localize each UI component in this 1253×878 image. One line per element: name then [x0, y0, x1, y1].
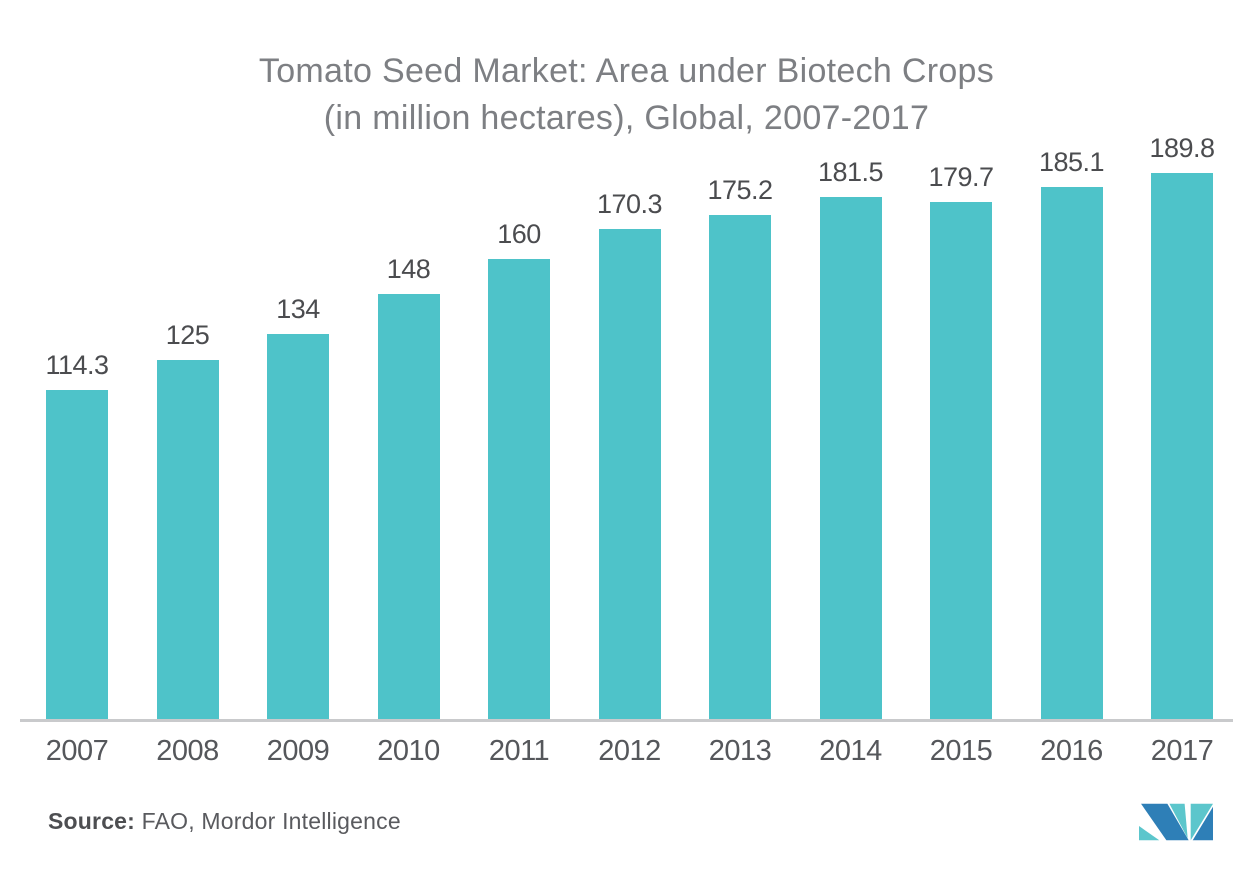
bar-value-label: 148 — [386, 253, 431, 284]
source-note: Source: FAO, Mordor Intelligence — [48, 808, 401, 835]
logo-middle-triangle — [1169, 803, 1188, 839]
x-axis-label: 2012 — [598, 735, 661, 767]
bar-group: 114.3 — [45, 350, 109, 719]
bar-value-label: 170.3 — [596, 189, 663, 220]
bar-value-label: 185.1 — [1038, 146, 1105, 177]
bar-value-label: 189.8 — [1149, 133, 1215, 164]
bar-value-label: 160 — [497, 219, 541, 249]
bar — [156, 359, 219, 719]
bar-value-label: 179.7 — [928, 162, 994, 193]
bar — [930, 202, 992, 719]
bar — [46, 390, 108, 719]
bar — [377, 293, 440, 719]
x-axis-label: 2010 — [377, 735, 440, 767]
bar-group: 189.8 — [1149, 133, 1215, 719]
x-axis-label: 2014 — [819, 735, 882, 767]
bar — [267, 333, 329, 719]
chart-title-line2: (in million hectares), Global, 2007-2017 — [323, 99, 930, 137]
bar-value-label: 125 — [165, 319, 210, 350]
bar-value-label: 114.3 — [45, 350, 109, 381]
bar-group: 148 — [377, 253, 440, 719]
chart-title-line1: Tomato Seed Market: Area under Biotech C… — [258, 52, 995, 90]
bar-group: 160 — [488, 219, 550, 719]
bar — [709, 215, 771, 719]
source-label: Source: — [48, 808, 136, 834]
logo-left-band — [1141, 803, 1189, 841]
bar-value-label: 175.2 — [707, 175, 773, 206]
bar — [819, 197, 882, 719]
bar-group: 175.2 — [707, 175, 773, 719]
bar — [598, 229, 661, 719]
x-axis-line — [20, 719, 1233, 722]
source-text: FAO, Mordor Intelligence — [135, 808, 401, 834]
bar — [1040, 186, 1103, 719]
bar-value-label: 134 — [276, 293, 320, 324]
bar-value-label: 181.5 — [817, 157, 884, 188]
x-axis-label: 2011 — [488, 735, 550, 767]
x-axis-label: 2009 — [266, 735, 330, 767]
bar-chart: 114.3 125 134 148 160 170.3 175.2 181.5 179.7 185… — [20, 131, 1233, 768]
bar-group: 170.3 — [596, 189, 663, 719]
bar — [1151, 173, 1213, 719]
plot-area: 114.3 125 134 148 160 170.3 175.2 181.5 179.7 185… — [20, 131, 1233, 719]
x-axis-label: 2015 — [929, 735, 993, 767]
x-axis-label: 2008 — [156, 735, 219, 767]
x-axis-label: 2016 — [1040, 735, 1103, 767]
x-axis-label: 2013 — [708, 735, 772, 767]
bar-group: 181.5 — [817, 157, 884, 719]
bar — [488, 259, 550, 719]
x-axis-label: 2007 — [45, 735, 109, 767]
bar-group: 134 — [267, 294, 329, 719]
mordor-intelligence-logo — [1139, 803, 1213, 841]
chart-title: Tomato Seed Market: Area under Biotech C… — [0, 48, 1253, 142]
bar-group: 179.7 — [928, 162, 994, 719]
x-axis-labels: 2007 2008 2009 2010 2011 2012 2013 2014 2015 2016… — [20, 735, 1233, 768]
logo-bottom-left-triangle — [1139, 826, 1160, 841]
x-axis-label: 2017 — [1150, 735, 1214, 767]
bar-group: 185.1 — [1038, 146, 1105, 719]
bar-group: 125 — [156, 319, 219, 719]
